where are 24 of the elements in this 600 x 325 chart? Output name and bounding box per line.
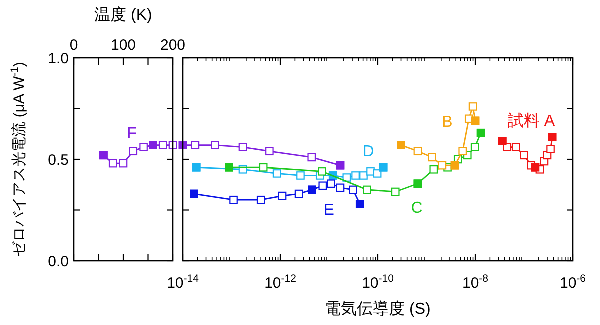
point	[129, 147, 138, 156]
x-tick-label: 200	[160, 37, 186, 54]
series-label: E	[324, 202, 334, 220]
x-tick-label: 0	[70, 37, 78, 54]
y-tick-label: 0.5	[48, 152, 69, 169]
x-tick-label: 10$^{-14}$	[167, 273, 200, 292]
series-label: D	[362, 144, 374, 161]
series-label: B	[442, 114, 453, 131]
x-axis-title: 温度 (K)	[94, 6, 152, 24]
series-label: F	[127, 125, 138, 142]
point	[119, 159, 128, 168]
x-tick-label: 100	[110, 37, 136, 54]
point	[140, 143, 148, 152]
x-axis-title: 電気伝導度 (S)	[325, 300, 431, 318]
x-tick-label: 10$^{-6}$	[560, 273, 586, 292]
y-tick-label: 0.0	[48, 254, 69, 270]
y-tick-label: 1.0	[48, 50, 69, 68]
x-tick-label: 10$^{-12}$	[264, 273, 297, 292]
x-tick-label: 10$^{-8}$	[462, 273, 489, 292]
x-tick-label: 10$^{-10}$	[362, 273, 394, 292]
series-label: C	[411, 200, 423, 218]
series-label: 試料 A	[508, 112, 556, 130]
point	[158, 141, 168, 150]
point	[108, 159, 118, 168]
